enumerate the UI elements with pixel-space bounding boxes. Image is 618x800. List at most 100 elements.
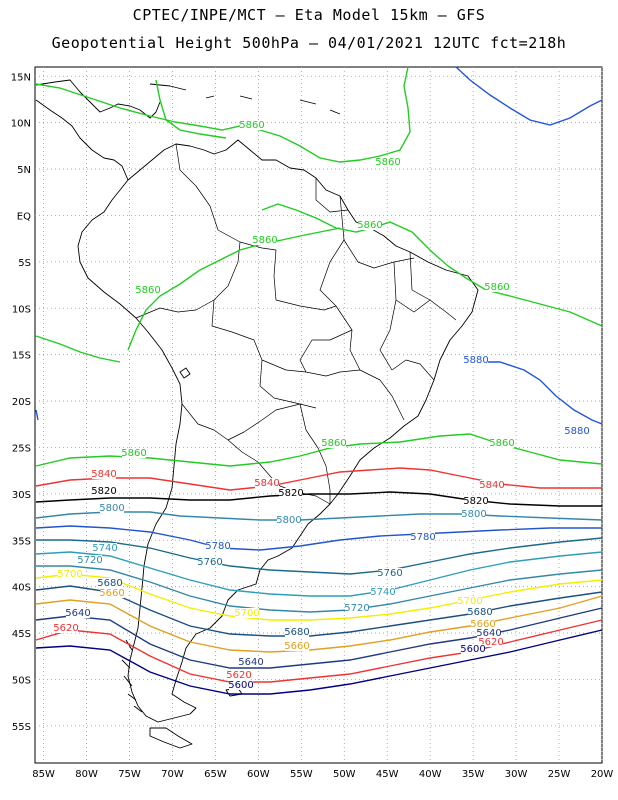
contour-label-5820: 5820 <box>463 496 488 507</box>
contour-label-bg <box>464 496 488 506</box>
contour-5660 <box>35 595 603 653</box>
contour-label-5840: 5840 <box>479 480 504 491</box>
lat-tick-label: 55S <box>12 722 31 733</box>
contour-label-bg <box>92 486 116 496</box>
lat-tick-label: 5N <box>17 165 31 176</box>
lat-tick-label: 40S <box>12 583 31 594</box>
contour-label-bg <box>458 596 482 606</box>
contour-label-bg <box>78 555 102 565</box>
contour-label-bg <box>235 608 259 618</box>
contour-label-bg <box>122 448 146 458</box>
contour-label-5760: 5760 <box>197 557 222 568</box>
contour-labels: 5860 5860 5860 5860 5860 5860 5860 5860 5860 5880… <box>53 120 590 691</box>
lat-tick-label: EQ <box>17 211 31 222</box>
contour-5860 <box>261 203 603 327</box>
country-borders <box>135 143 457 505</box>
lon-tick-label: 65W <box>204 769 227 780</box>
contour-label-5740: 5740 <box>370 587 395 598</box>
lon-tick-label: 55W <box>290 769 313 780</box>
contour-label-bg <box>92 469 116 479</box>
contour-5860 <box>155 79 227 139</box>
contour-label-bg <box>198 557 222 567</box>
contour-5860 <box>35 66 411 163</box>
map-title: CPTEC/INPE/MCT – Eta Model 15km – GFS <box>132 6 486 24</box>
lat-tick-label: 10S <box>12 304 31 315</box>
lon-tick-label: 45W <box>376 769 399 780</box>
contour-label-bg <box>206 541 230 551</box>
contour-label-5860: 5860 <box>357 220 382 231</box>
contour-label-5880: 5880 <box>463 355 488 366</box>
lat-tick-label: 30S <box>12 490 31 501</box>
contour-5880 <box>466 361 603 425</box>
contour-label-5600: 5600 <box>460 644 485 655</box>
coastlines <box>35 79 479 749</box>
contour-label-bg <box>285 627 309 637</box>
lat-tick-label: 15N <box>11 72 31 83</box>
contour-label-bg <box>58 569 82 579</box>
contour-label-5860: 5860 <box>239 120 264 131</box>
caribbean-islands <box>149 83 341 115</box>
contour-label-5640: 5640 <box>65 608 90 619</box>
contour-5720 <box>36 565 603 613</box>
lon-tick-label: 30W <box>505 769 528 780</box>
lon-tick-label: 70W <box>161 769 184 780</box>
contour-label-bg <box>565 426 589 436</box>
lon-tick-label: 85W <box>32 769 55 780</box>
contour-label-5820: 5820 <box>278 488 303 499</box>
contour-label-5740: 5740 <box>92 543 117 554</box>
lat-tick-label: 15S <box>12 351 31 362</box>
contour-label-bg <box>136 285 160 295</box>
contour-label-5880: 5880 <box>564 426 589 437</box>
lat-tick-label: 5S <box>18 258 31 269</box>
contour-label-bg <box>285 641 309 651</box>
contour-label-5680: 5680 <box>467 607 492 618</box>
lat-tick-label: 20S <box>12 397 31 408</box>
contour-5780 <box>35 525 602 551</box>
contour-label-bg <box>477 628 501 638</box>
contour-label-5680: 5680 <box>284 627 309 638</box>
lat-tick-label: 50S <box>12 675 31 686</box>
contour-label-5700: 5700 <box>57 569 82 580</box>
contour-label-bg <box>93 543 117 553</box>
contour-label-bg <box>100 503 124 513</box>
lon-tick-label: 20W <box>591 769 614 780</box>
contour-label-bg <box>227 670 251 680</box>
contour-5860 <box>35 335 121 363</box>
lon-tick-label: 60W <box>247 769 270 780</box>
lon-tick-label: 50W <box>333 769 356 780</box>
contour-label-5780: 5780 <box>205 541 230 552</box>
contour-label-bg <box>411 532 435 542</box>
contour-label-bg <box>98 578 122 588</box>
central-america-coast-south <box>35 99 129 181</box>
contour-label-bg <box>345 603 369 613</box>
contour-label-bg <box>376 157 400 167</box>
contour-label-5720: 5720 <box>77 555 102 566</box>
contour-label-bg <box>279 488 303 498</box>
lon-tick-label: 80W <box>75 769 98 780</box>
contour-5700 <box>35 573 603 621</box>
contour-label-bg <box>378 568 402 578</box>
lake-titicaca <box>179 367 191 379</box>
contour-label-bg <box>253 235 277 245</box>
contour-label-5600: 5600 <box>228 680 253 691</box>
contour-label-bg <box>479 637 503 647</box>
contour-label-5660: 5660 <box>284 641 309 652</box>
contour-label-5620: 5620 <box>53 623 78 634</box>
contour-label-bg <box>485 282 509 292</box>
contour-label-5860: 5860 <box>489 438 514 449</box>
contour-5740 <box>35 551 603 597</box>
contour-label-5700: 5700 <box>234 608 259 619</box>
contour-label-5860: 5860 <box>121 448 146 459</box>
contour-label-5620: 5620 <box>226 670 251 681</box>
contour-label-bg <box>358 220 382 230</box>
tierra-del-fuego <box>149 727 193 749</box>
contour-label-5840: 5840 <box>91 469 116 480</box>
contour-label-bg <box>322 438 346 448</box>
contour-label-5860: 5860 <box>321 438 346 449</box>
lon-tick-label: 40W <box>419 769 442 780</box>
contour-label-bg <box>277 515 301 525</box>
contour-label-5640: 5640 <box>476 628 501 639</box>
contour-label-5720: 5720 <box>344 603 369 614</box>
lat-tick-label: 25S <box>12 443 31 454</box>
contour-5760 <box>36 537 603 575</box>
